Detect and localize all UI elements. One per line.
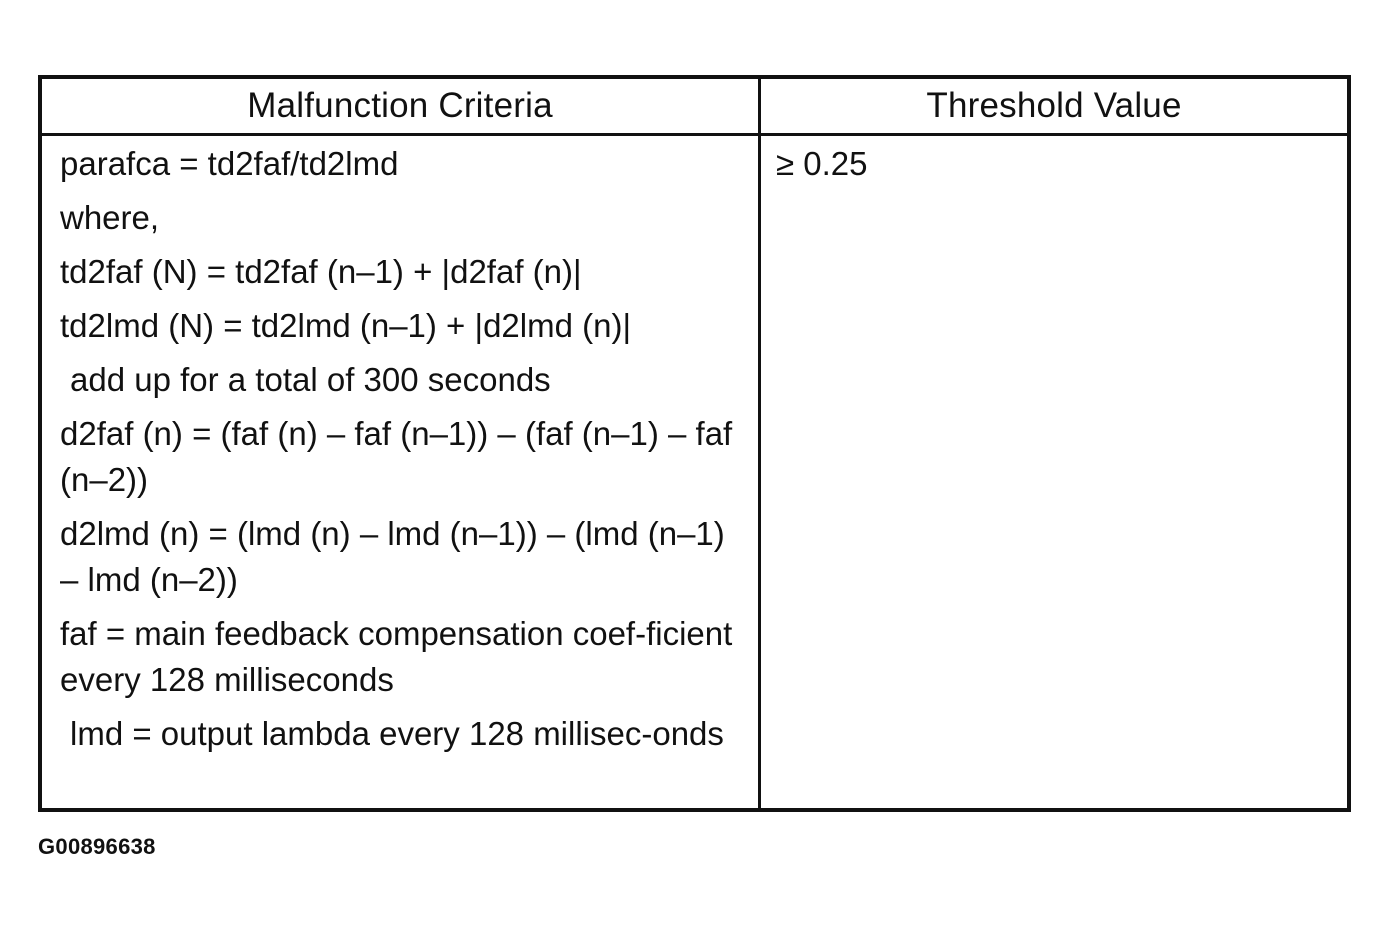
criteria-line-d2faf: d2faf (n) = (faf (n) – faf (n–1)) – (faf… [60,415,733,498]
criteria-line-td2faf: td2faf (N) = td2faf (n–1) + |d2faf (n)| [60,253,582,290]
header-divider [42,133,1347,136]
criteria-line-faf-definition: faf = main feedback compensation coef-fi… [60,615,733,698]
criteria-table: Malfunction Criteria Threshold Value par… [38,75,1351,812]
criteria-line-lmd-definition: lmd = output lambda every 128 millisec-o… [70,715,724,752]
criteria-line-td2lmd: td2lmd (N) = td2lmd (n–1) + |d2lmd (n)| [60,307,632,344]
criteria-line-formula: parafca = td2faf/td2lmd [60,145,399,182]
threshold-value-cell: ≥ 0.25 [776,145,868,182]
header-threshold-value: Threshold Value [926,86,1182,125]
malfunction-criteria-cell: parafca = td2faf/td2lmd where, td2faf (N… [60,141,750,765]
column-divider [758,79,761,808]
criteria-line-duration: add up for a total of 300 seconds [70,361,551,398]
header-malfunction-criteria: Malfunction Criteria [247,86,553,125]
figure-id-label: G00896638 [38,834,156,859]
criteria-line-where: where, [60,199,160,236]
criteria-line-d2lmd: d2lmd (n) = (lmd (n) – lmd (n–1)) – (lmd… [60,515,725,598]
